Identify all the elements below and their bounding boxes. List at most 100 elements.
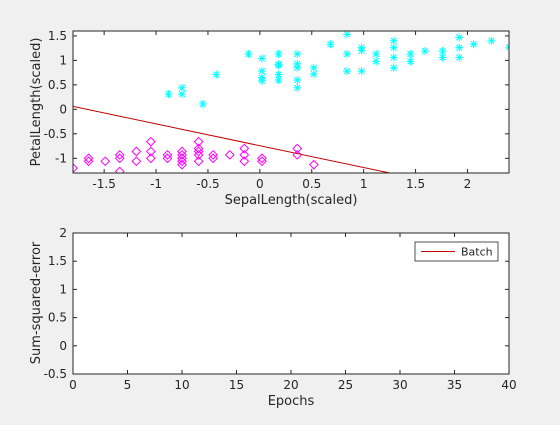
asterisk-point <box>343 50 352 59</box>
asterisk-point <box>455 33 464 42</box>
error-ytick-label: 2 <box>59 226 67 240</box>
diamond-point <box>208 149 219 160</box>
asterisk-point <box>293 75 302 84</box>
diamond-point <box>193 146 204 157</box>
asterisk-point <box>455 53 464 62</box>
diamond-point <box>239 143 250 154</box>
error-axes: 0 5 10 15 20 25 30 35 40-0.500.511.52 Epochs Sum… <box>29 226 517 409</box>
asterisk-point <box>389 63 398 72</box>
asterisk-point <box>389 43 398 52</box>
diamond-point <box>224 149 235 160</box>
scatter-ytick-label: 1 <box>59 53 67 67</box>
error-xtick-label: 10 <box>174 378 189 392</box>
error-ytick-label: 0 <box>59 339 67 353</box>
scatter-ytick-label: 0 <box>59 102 67 116</box>
diamond-point <box>73 163 78 173</box>
asterisk-point <box>420 47 429 56</box>
scatter-axes-box <box>72 30 510 174</box>
legend[interactable]: Batch <box>414 241 499 262</box>
scatter-y-axis-label: PetalLength(scaled) <box>29 38 44 167</box>
asterisk-point <box>469 40 478 49</box>
scatter-xtick-label: 2 <box>464 177 472 191</box>
diamond-point <box>193 156 204 167</box>
error-xtick-label: 35 <box>447 378 462 392</box>
asterisk-point <box>406 50 415 59</box>
asterisk-point <box>372 57 381 66</box>
error-xtick-label: 0 <box>69 378 77 392</box>
diamond-point <box>257 156 267 167</box>
diamond-point <box>292 149 303 160</box>
diamond-point <box>83 153 94 164</box>
diamond-point <box>145 136 156 147</box>
diamond-point <box>131 146 142 157</box>
error-ytick-label: 0.5 <box>48 311 67 325</box>
diamond-point <box>239 149 250 160</box>
error-xtick-label: 5 <box>124 378 132 392</box>
asterisk-point <box>455 43 464 52</box>
asterisk-point <box>309 63 318 72</box>
diamond-point <box>114 149 125 160</box>
asterisk-point <box>343 31 352 39</box>
asterisk-point <box>487 36 496 45</box>
error-y-axis-label: Sum-squared-error <box>29 241 44 364</box>
error-x-axis-label: Epochs <box>268 394 315 409</box>
error-xtick-label: 20 <box>283 378 298 392</box>
scatter-plot-area <box>73 31 509 173</box>
asterisk-point <box>326 40 335 49</box>
asterisk-point <box>357 67 366 76</box>
diamond-point <box>145 153 156 164</box>
asterisk-point <box>406 57 415 66</box>
asterisk-point <box>274 70 283 79</box>
scatter-clip-group <box>73 31 509 173</box>
scatter-xtick-label: 1 <box>360 177 368 191</box>
scatter-data-layer <box>73 31 509 173</box>
scatter-ytick-label: -1 <box>55 151 67 165</box>
asterisk-point <box>293 83 302 92</box>
diamond-point <box>145 146 156 157</box>
error-ytick-label: 1 <box>59 282 67 296</box>
error-xtick-label: 25 <box>338 378 353 392</box>
asterisk-point <box>274 50 283 59</box>
diamond-point <box>177 146 187 157</box>
asterisk-point <box>178 90 186 99</box>
asterisk-point <box>198 99 207 108</box>
asterisk-point <box>343 67 352 76</box>
asterisk-point <box>438 53 447 62</box>
asterisk-point <box>389 53 398 62</box>
asterisk-point <box>212 70 221 79</box>
diamond-point <box>193 136 204 147</box>
scatter-ytick-label: 1.5 <box>48 29 67 43</box>
diamond-point <box>162 149 173 160</box>
asterisk-point <box>274 60 283 69</box>
legend-label-batch: Batch <box>461 246 493 259</box>
diamond-point <box>193 143 204 154</box>
asterisk-point <box>389 36 398 45</box>
scatter-xtick-label: -1 <box>150 177 162 191</box>
scatter-axes: -1.5 -1 -0.5 0 0.5 1 1.5 2 -1 -0.5 0 0.5 1 1.5 SepalL… <box>29 29 510 208</box>
scatter-xtick-label: 0.5 <box>302 177 321 191</box>
scatter-x-axis-label: SepalLength(scaled) <box>225 193 358 208</box>
legend-box <box>414 241 499 262</box>
diamond-point <box>114 166 125 173</box>
asterisk-point <box>244 50 253 59</box>
asterisk-point <box>293 59 302 68</box>
diamond-point <box>308 159 319 170</box>
asterisk-point <box>293 50 302 59</box>
diamond-point <box>292 143 303 154</box>
scatter-ytick-label: 0.5 <box>48 78 67 92</box>
diamond-point <box>100 156 111 167</box>
asterisk-point <box>505 43 509 52</box>
decision-boundary-line <box>73 105 390 173</box>
error-xtick-label: 30 <box>392 378 407 392</box>
diamond-point <box>177 153 187 164</box>
error-ticks: 0 5 10 15 20 25 30 35 40-0.500.511.52 <box>44 226 517 392</box>
error-xtick-label: 40 <box>501 378 516 392</box>
scatter-xtick-label: 1.5 <box>406 177 425 191</box>
asterisk-point <box>372 50 381 59</box>
asterisk-point <box>257 54 266 63</box>
error-ytick-label: 1.5 <box>48 254 67 268</box>
scatter-ytick-label: -0.5 <box>44 127 67 141</box>
diamond-point <box>239 156 250 167</box>
scatter-xtick-label: -0.5 <box>196 177 219 191</box>
